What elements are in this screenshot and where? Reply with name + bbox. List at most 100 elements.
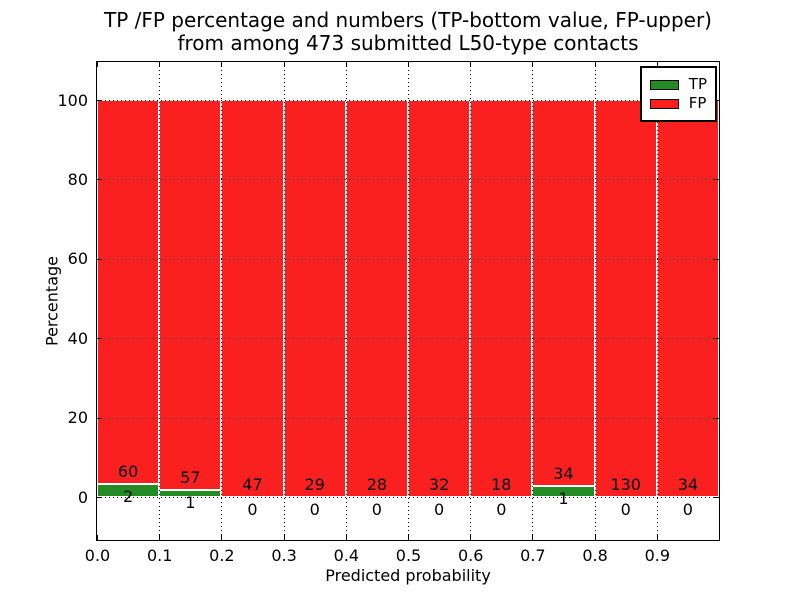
- x-tick-label: 0.2: [209, 546, 235, 565]
- fp-count-label: 130: [610, 475, 641, 494]
- x-gridline: [408, 62, 409, 540]
- fp-count-label: 60: [117, 462, 139, 482]
- fp-bar: [594, 100, 657, 497]
- tp-count-label: 0: [247, 500, 258, 519]
- axis-tick: [345, 62, 347, 67]
- y-tick-label: 80: [67, 169, 88, 189]
- tp-count-label: 0: [371, 500, 382, 519]
- fp-bar: [470, 100, 533, 497]
- axis-tick: [159, 535, 161, 540]
- axis-tick: [594, 535, 596, 540]
- x-gridline: [159, 62, 161, 540]
- legend-entry: TP: [649, 75, 707, 93]
- axis-tick: [97, 417, 102, 419]
- fp-bar: [532, 100, 595, 486]
- x-gridline: [221, 62, 223, 540]
- y-gridline: [97, 417, 719, 419]
- axis-tick: [221, 62, 223, 67]
- fp-count-label: 34: [677, 475, 699, 494]
- tp-count-label: 0: [620, 500, 631, 519]
- legend-entry: FP: [649, 94, 707, 112]
- fp-count-label: 18: [491, 475, 512, 494]
- y-gridline: [97, 179, 719, 181]
- axis-tick: [221, 535, 223, 540]
- axis-tick: [408, 535, 409, 540]
- tp-count-label: 1: [185, 493, 196, 513]
- y-gridline: [97, 338, 719, 340]
- axis-tick: [714, 417, 719, 419]
- x-gridline: [283, 62, 285, 540]
- axis-tick: [97, 62, 98, 67]
- fp-bar: [159, 100, 222, 491]
- y-gridline: [97, 258, 719, 260]
- fp-count-label: 28: [366, 475, 388, 494]
- axis-tick: [656, 62, 658, 67]
- y-tick-label: 20: [67, 408, 88, 428]
- chart-title-line-1: TP /FP percentage and numbers (TP-bottom…: [104, 8, 712, 32]
- fp-count-label: 47: [242, 475, 263, 494]
- legend-label: TP: [688, 75, 707, 93]
- legend-swatch-tp: [649, 79, 679, 90]
- axis-tick: [714, 179, 719, 181]
- fp-count-label: 57: [180, 468, 201, 488]
- tp-count-label: 0: [682, 500, 693, 519]
- axis-tick: [470, 62, 472, 67]
- legend-swatch-fp: [649, 98, 679, 109]
- axis-tick: [656, 535, 658, 540]
- plot-area: TP FP 60 2 57 1 47 0 29 0 28 0 32 0 18 0 34 1 130 0 34 0: [96, 61, 720, 541]
- y-tick-label: 40: [67, 328, 88, 348]
- axis-tick: [97, 497, 102, 498]
- x-tick-label: 0.6: [457, 546, 484, 565]
- axis-tick: [532, 535, 534, 540]
- axis-tick: [97, 535, 98, 540]
- x-axis-label: Predicted probability: [325, 566, 491, 585]
- x-gridline: [470, 62, 472, 540]
- axis-tick: [714, 258, 719, 260]
- x-tick-label: 0.8: [582, 546, 608, 565]
- y-tick-label: 100: [57, 90, 88, 110]
- fp-count-label: 29: [304, 475, 325, 494]
- axis-tick: [532, 62, 534, 67]
- axis-tick: [408, 62, 409, 67]
- tp-bar: [97, 484, 160, 497]
- fp-count-label: 32: [428, 475, 450, 494]
- x-tick-label: 0.0: [84, 546, 111, 565]
- axis-tick: [97, 338, 102, 340]
- tp-count-label: 1: [558, 488, 569, 508]
- axis-tick: [594, 62, 596, 67]
- axis-tick: [97, 100, 102, 101]
- chart-title-line-2: from among 473 submitted L50-type contac…: [177, 31, 639, 55]
- axis-tick: [714, 338, 719, 340]
- axis-tick: [159, 62, 161, 67]
- x-gridline: [594, 62, 596, 540]
- x-tick-label: 0.9: [644, 546, 671, 565]
- axis-tick: [714, 497, 719, 498]
- y-gridline: [97, 100, 719, 101]
- x-gridline: [345, 62, 347, 540]
- fp-bar: [97, 100, 160, 485]
- x-tick-label: 0.3: [271, 546, 297, 565]
- tp-count-label: 0: [309, 500, 320, 519]
- y-tick-label: 60: [67, 249, 88, 269]
- y-tick-label: 0: [77, 487, 88, 507]
- fp-bar: [345, 100, 408, 497]
- y-gridline: [97, 497, 719, 498]
- axis-tick: [345, 535, 347, 540]
- axis-tick: [283, 62, 285, 67]
- tp-count-label: 0: [434, 500, 445, 519]
- fp-bar: [656, 100, 719, 497]
- legend: TP FP: [639, 66, 717, 122]
- x-gridline: [656, 62, 658, 540]
- fp-count-label: 34: [553, 463, 574, 483]
- x-tick-label: 0.7: [520, 546, 546, 565]
- x-gridline: [532, 62, 534, 540]
- x-tick-label: 0.5: [395, 546, 422, 565]
- axis-tick: [283, 535, 285, 540]
- tp-count-label: 2: [123, 487, 134, 507]
- legend-label: FP: [688, 94, 707, 112]
- fp-bar: [408, 100, 471, 497]
- x-tick-label: 0.1: [146, 546, 173, 565]
- x-tick-label: 0.4: [333, 546, 360, 565]
- axis-tick: [470, 535, 472, 540]
